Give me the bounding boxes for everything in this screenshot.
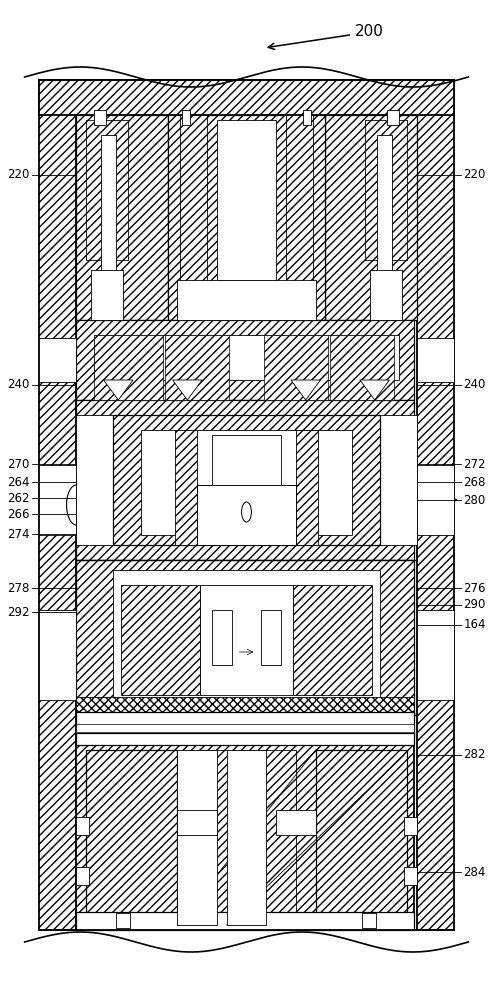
Bar xyxy=(76,733,414,745)
Polygon shape xyxy=(173,380,202,400)
Bar xyxy=(261,610,281,665)
Bar xyxy=(39,610,76,700)
Bar xyxy=(141,430,352,535)
Bar xyxy=(175,430,197,545)
Text: 240: 240 xyxy=(463,378,486,391)
Bar xyxy=(365,120,407,260)
Bar xyxy=(76,867,89,885)
Bar xyxy=(101,135,116,295)
Bar xyxy=(362,913,376,928)
Bar xyxy=(380,415,417,545)
Bar xyxy=(94,335,399,380)
Bar xyxy=(76,115,168,320)
Bar xyxy=(182,110,190,125)
Bar xyxy=(227,750,266,925)
Bar xyxy=(264,335,328,400)
Bar xyxy=(165,335,229,400)
Text: 292: 292 xyxy=(7,605,30,618)
Bar xyxy=(316,750,407,925)
Text: 262: 262 xyxy=(7,491,30,504)
Bar xyxy=(276,810,316,835)
Bar xyxy=(91,270,123,320)
Bar xyxy=(76,724,414,732)
Text: 278: 278 xyxy=(7,582,30,594)
Bar xyxy=(330,335,394,400)
Text: 220: 220 xyxy=(7,168,30,182)
Text: 220: 220 xyxy=(463,168,486,182)
Bar xyxy=(39,338,76,382)
Bar xyxy=(404,867,417,885)
Bar xyxy=(94,110,106,125)
Bar xyxy=(417,80,454,930)
Text: 276: 276 xyxy=(463,582,486,594)
Bar xyxy=(76,415,113,545)
Bar xyxy=(387,110,399,125)
Bar xyxy=(86,120,128,260)
Bar xyxy=(113,570,380,705)
Circle shape xyxy=(242,502,251,522)
Text: 268: 268 xyxy=(463,476,486,488)
Bar xyxy=(197,485,296,545)
Text: 280: 280 xyxy=(463,493,486,506)
Text: 266: 266 xyxy=(7,508,30,520)
Text: 264: 264 xyxy=(7,476,30,488)
Bar xyxy=(217,120,276,280)
Bar xyxy=(212,435,281,485)
Text: 240: 240 xyxy=(7,378,30,391)
Bar xyxy=(116,913,130,928)
Polygon shape xyxy=(291,380,320,400)
Bar xyxy=(417,465,454,535)
Bar xyxy=(76,697,414,715)
Bar xyxy=(76,735,414,930)
Text: 272: 272 xyxy=(463,458,486,471)
Bar xyxy=(168,115,325,320)
Bar xyxy=(39,465,76,535)
Bar xyxy=(377,135,392,295)
Polygon shape xyxy=(360,380,389,400)
Bar xyxy=(76,912,414,930)
Text: 270: 270 xyxy=(7,458,30,471)
Bar xyxy=(365,120,407,260)
Bar xyxy=(404,817,417,835)
Bar xyxy=(417,338,454,382)
Bar xyxy=(94,335,163,400)
Bar xyxy=(39,80,454,115)
Bar xyxy=(39,80,76,930)
Bar xyxy=(303,110,311,125)
Bar xyxy=(177,750,217,925)
Bar xyxy=(325,115,417,320)
Bar xyxy=(76,320,414,400)
Bar xyxy=(293,585,372,695)
Bar xyxy=(76,817,89,835)
Bar xyxy=(121,585,200,695)
Bar xyxy=(200,585,293,695)
Text: 164: 164 xyxy=(463,618,486,632)
Text: 200: 200 xyxy=(268,24,384,49)
Bar xyxy=(76,712,414,737)
Bar xyxy=(180,115,207,300)
Bar xyxy=(197,750,296,925)
Bar xyxy=(286,115,313,300)
Bar xyxy=(76,560,414,715)
Bar xyxy=(86,750,177,925)
Text: 274: 274 xyxy=(7,528,30,540)
Text: 284: 284 xyxy=(463,865,486,879)
Bar xyxy=(177,280,316,320)
Bar xyxy=(76,400,414,560)
Bar xyxy=(113,415,380,545)
Bar xyxy=(296,430,318,545)
Text: 282: 282 xyxy=(463,748,486,762)
Bar xyxy=(177,810,217,835)
Bar xyxy=(370,270,402,320)
Bar xyxy=(86,120,128,260)
Polygon shape xyxy=(104,380,133,400)
Bar xyxy=(417,610,454,700)
Text: 290: 290 xyxy=(463,598,486,611)
Bar xyxy=(212,610,232,665)
